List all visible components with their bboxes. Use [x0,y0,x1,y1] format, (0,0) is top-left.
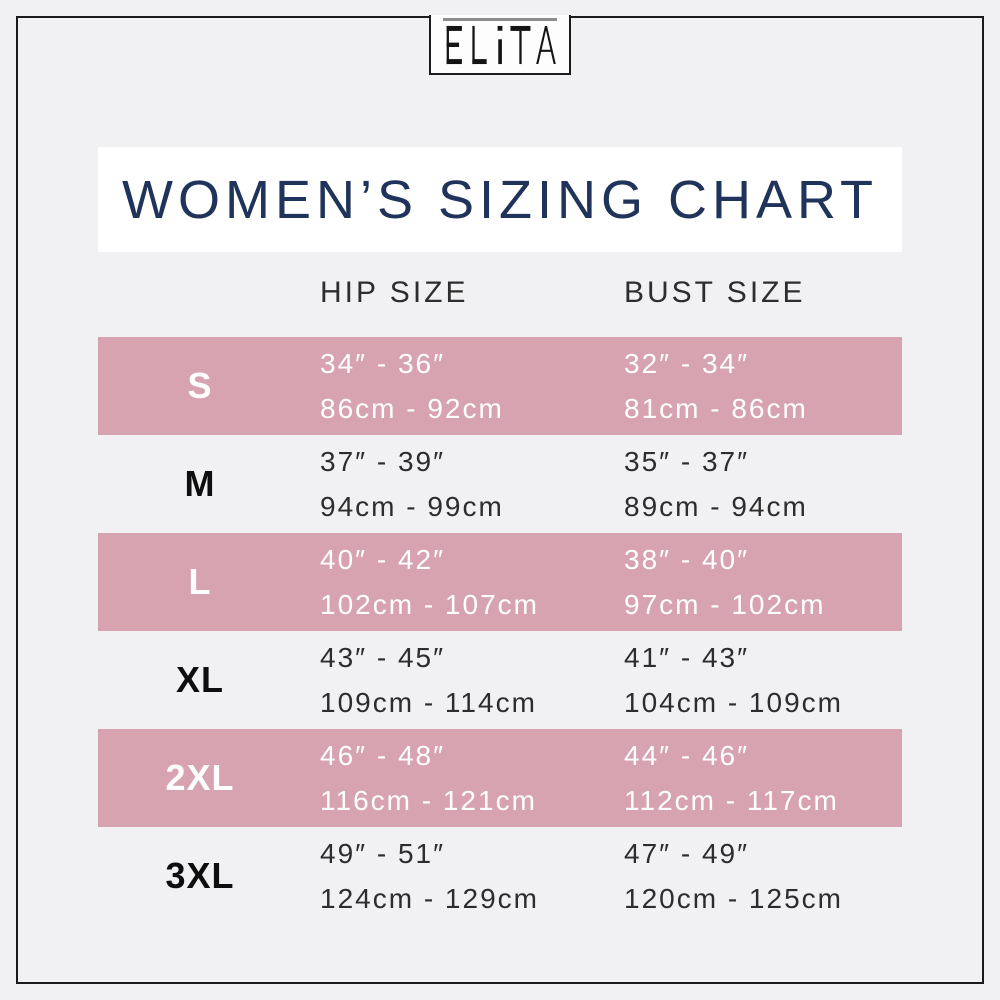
logo-top-rule [443,18,557,21]
bust-range-cm: 104cm - 109cm [624,687,843,718]
bust-range: 44″ - 46″ 112cm - 117cm [624,733,839,823]
hip-range-inches: 34″ - 36″ [320,348,445,379]
hip-range-cm: 102cm - 107cm [320,589,539,620]
table-row-s: S 34″ - 36″ 86cm - 92cm 32″ - 34″ 81cm -… [98,337,902,435]
hip-range-cm: 94cm - 99cm [320,491,504,522]
size-label: S [187,365,213,406]
size-label: M [184,463,216,504]
hip-range: 37″ - 39″ 94cm - 99cm [320,439,504,529]
bust-range-inches: 44″ - 46″ [624,740,749,771]
bust-range-inches: 32″ - 34″ [624,348,749,379]
bust-range-inches: 47″ - 49″ [624,838,749,869]
hip-range: 34″ - 36″ 86cm - 92cm [320,341,504,431]
size-label: 2XL [165,757,235,798]
hip-range-inches: 49″ - 51″ [320,838,445,869]
hip-range-inches: 43″ - 45″ [320,642,445,673]
hip-range: 46″ - 48″ 116cm - 121cm [320,733,537,823]
hip-range-inches: 40″ - 42″ [320,544,445,575]
hip-range-inches: 46″ - 48″ [320,740,445,771]
hip-range: 49″ - 51″ 124cm - 129cm [320,831,539,921]
bust-range-cm: 97cm - 102cm [624,589,826,620]
bust-range-cm: 81cm - 86cm [624,393,808,424]
title-band: WOMEN’S SIZING CHART [98,147,902,252]
table-row-m: M 37″ - 39″ 94cm - 99cm 35″ - 37″ 89cm -… [98,435,902,533]
size-label: XL [175,659,224,700]
table-row-xl: XL 43″ - 45″ 109cm - 114cm 41″ - 43″ 104… [98,631,902,729]
hip-range-inches: 37″ - 39″ [320,446,445,477]
bust-range: 35″ - 37″ 89cm - 94cm [624,439,808,529]
table-row-l: L 40″ - 42″ 102cm - 107cm 38″ - 40″ 97cm… [98,533,902,631]
brand-name-text: ELITA [500,15,501,16]
hip-range: 43″ - 45″ 109cm - 114cm [320,635,537,725]
brand-logo: ELITA [429,15,571,75]
bust-range-cm: 89cm - 94cm [624,491,808,522]
bust-range-inches: 35″ - 37″ [624,446,749,477]
column-header-bust: BUST SIZE [624,276,806,309]
table-row-2xl: 2XL 46″ - 48″ 116cm - 121cm 44″ - 46″ 11… [98,729,902,827]
hip-range-cm: 86cm - 92cm [320,393,504,424]
table-row-3xl: 3XL 49″ - 51″ 124cm - 129cm 47″ - 49″ 12… [98,827,902,925]
hip-range: 40″ - 42″ 102cm - 107cm [320,537,539,627]
column-header-hip: HIP SIZE [320,276,469,309]
bust-range: 41″ - 43″ 104cm - 109cm [624,635,843,725]
hip-range-cm: 109cm - 114cm [320,687,537,718]
bust-range: 47″ - 49″ 120cm - 125cm [624,831,843,921]
size-label: L [188,561,212,602]
hip-range-cm: 116cm - 121cm [320,785,537,816]
page-title: WOMEN’S SIZING CHART [121,169,878,230]
bust-range: 38″ - 40″ 97cm - 102cm [624,537,825,627]
elita-wordmark-icon [446,25,556,65]
bust-range-inches: 41″ - 43″ [624,642,749,673]
size-label: 3XL [165,855,235,896]
bust-range: 32″ - 34″ 81cm - 86cm [624,341,808,431]
hip-range-cm: 124cm - 129cm [320,883,539,914]
sizing-table: S 34″ - 36″ 86cm - 92cm 32″ - 34″ 81cm -… [98,337,902,925]
bust-range-inches: 38″ - 40″ [624,544,749,575]
bust-range-cm: 120cm - 125cm [624,883,843,914]
bust-range-cm: 112cm - 117cm [624,785,839,816]
